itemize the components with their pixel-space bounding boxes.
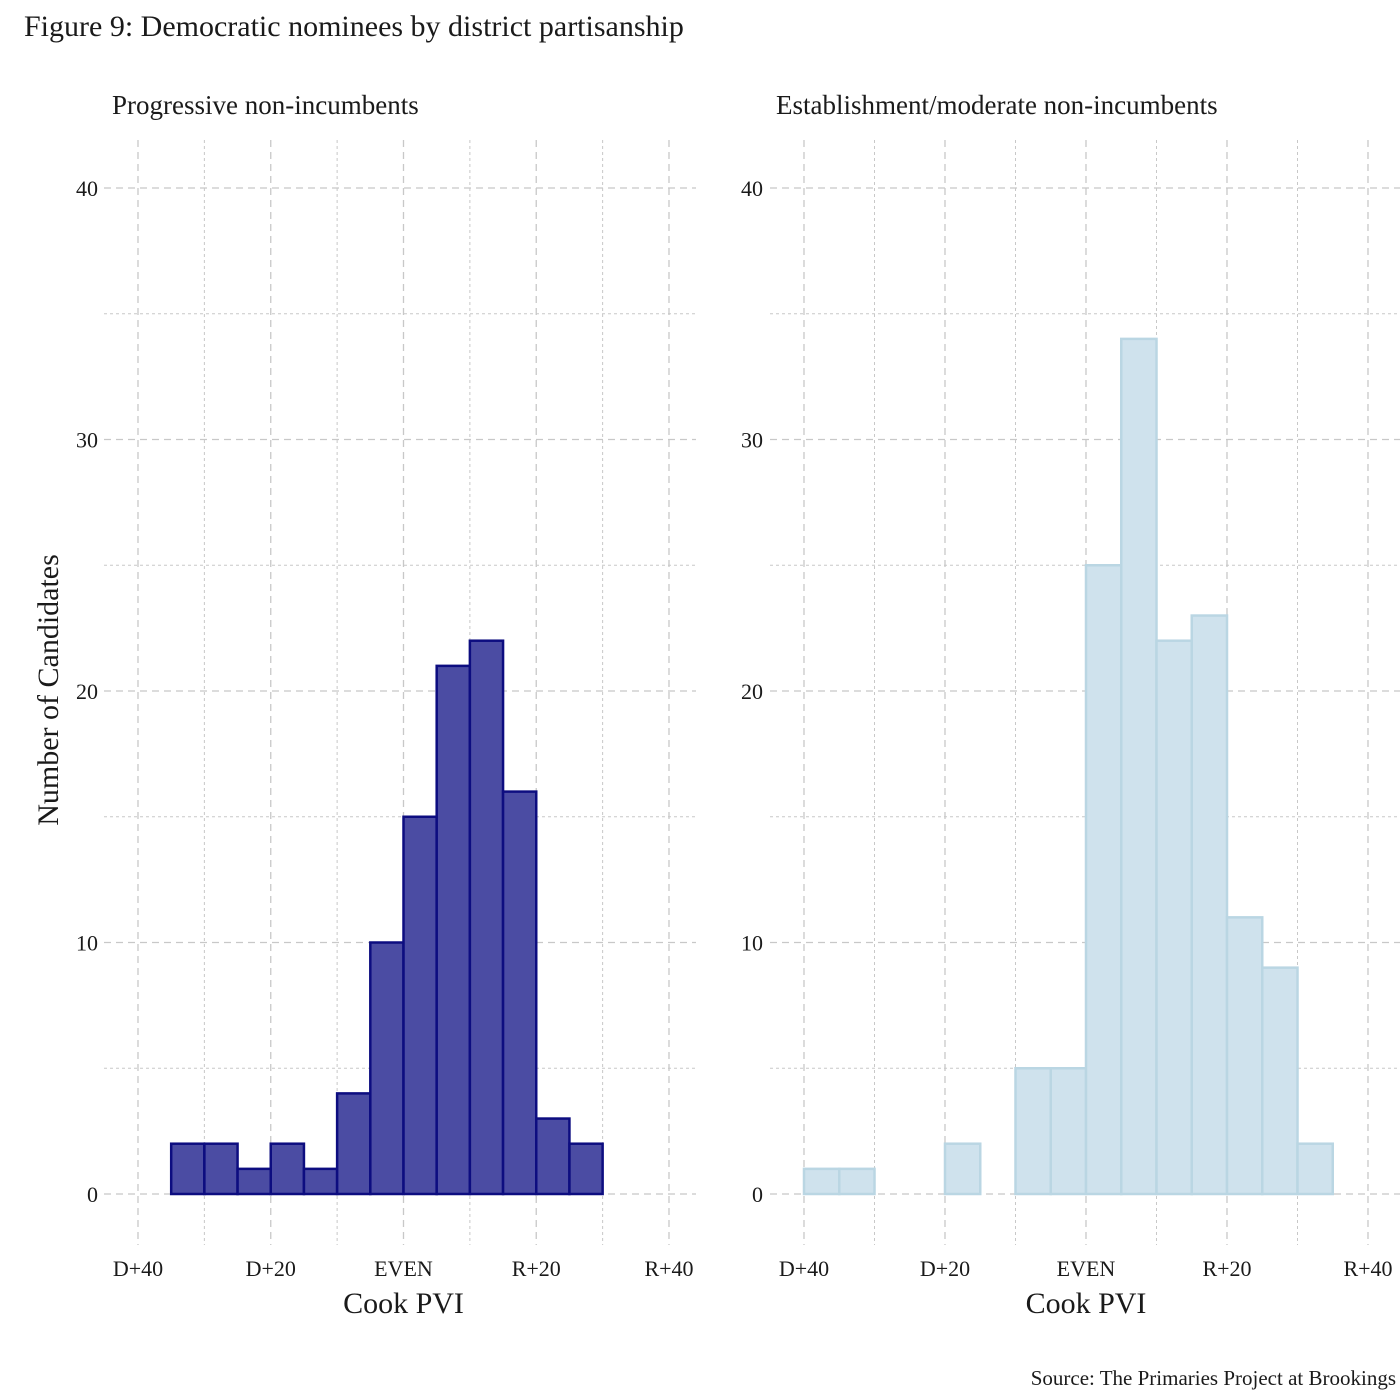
y-tick-label: 0 — [87, 1182, 98, 1207]
x-tick-label: D+20 — [246, 1256, 296, 1281]
x-tick-label: D+40 — [113, 1256, 163, 1281]
histogram-bar — [1261, 966, 1299, 1196]
histogram-bar — [943, 1142, 982, 1196]
histogram-bar — [535, 1117, 571, 1196]
y-axis-title: Number of Candidates — [32, 554, 65, 826]
histogram-bar — [302, 1167, 339, 1196]
x-tick-label: R+40 — [1343, 1256, 1392, 1281]
histogram-bar — [1155, 639, 1193, 1196]
x-tick-label: D+40 — [779, 1256, 829, 1281]
x-tick-label: R+40 — [644, 1256, 693, 1281]
histogram-bar — [568, 1142, 604, 1196]
y-tick-label: 30 — [76, 428, 98, 453]
source-note: Source: The Primaries Project at Brookin… — [1030, 1366, 1396, 1390]
panel-progressive: Progressive non-incumbents 0 10 20 30 40 D+40 D… — [76, 90, 696, 1320]
histogram-bar — [203, 1142, 239, 1196]
histogram-bar — [1296, 1142, 1334, 1196]
histogram-bar — [501, 790, 538, 1196]
histogram-bar — [1084, 564, 1123, 1196]
y-tick-label: 30 — [741, 428, 763, 453]
x-tick-label: D+20 — [920, 1256, 970, 1281]
panel-title: Establishment/moderate non-incumbents — [776, 90, 1218, 120]
x-tick-label: R+20 — [512, 1256, 561, 1281]
y-tick-label: 20 — [76, 679, 98, 704]
histogram-bar — [1190, 614, 1229, 1196]
histogram-bar — [435, 664, 472, 1196]
panel-title: Progressive non-incumbents — [112, 90, 419, 120]
x-axis-title: Cook PVI — [343, 1287, 464, 1320]
histogram-bar — [1014, 1067, 1052, 1196]
y-tick-label: 40 — [76, 176, 98, 201]
figure-title: Figure 9: Democratic nominees by distric… — [24, 10, 684, 43]
y-tick-label: 40 — [741, 176, 763, 201]
histogram-bar — [369, 941, 405, 1196]
y-tick-label: 20 — [741, 679, 763, 704]
histogram-bar — [838, 1167, 876, 1196]
histogram-bar — [402, 815, 438, 1196]
x-tick-label: R+20 — [1202, 1256, 1251, 1281]
histogram-bar — [802, 1167, 841, 1196]
y-tick-label: 10 — [741, 931, 763, 956]
x-tick-label: EVEN — [1057, 1256, 1116, 1281]
x-tick-label: EVEN — [374, 1256, 433, 1281]
histogram-bar — [169, 1142, 206, 1196]
x-axis-title: Cook PVI — [1026, 1287, 1147, 1320]
histogram-bar — [1225, 916, 1264, 1196]
histogram-bar — [236, 1167, 272, 1196]
y-tick-label: 0 — [752, 1182, 763, 1207]
y-tick-label: 10 — [76, 931, 98, 956]
histogram-bar — [269, 1142, 306, 1196]
histogram-bar — [1120, 337, 1158, 1196]
histogram-bar — [468, 639, 505, 1196]
panel-establishment: Establishment/moderate non-incumbents 0 10… — [741, 90, 1400, 1320]
histogram-bar — [1049, 1067, 1088, 1196]
histogram-bar — [335, 1092, 372, 1196]
